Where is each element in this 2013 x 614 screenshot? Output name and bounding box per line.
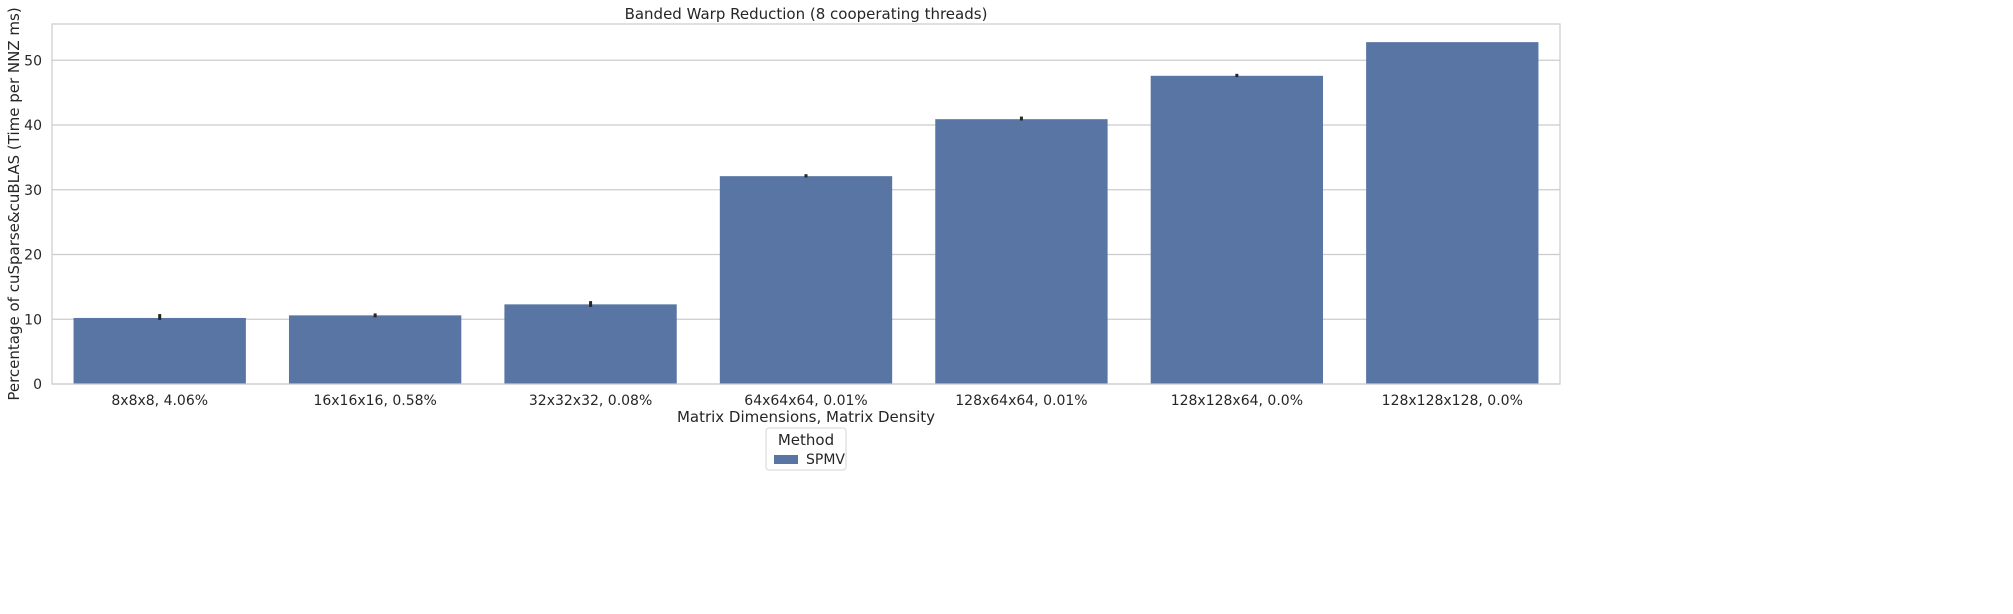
error-bars [158, 73, 1239, 320]
y-tick-label: 20 [24, 248, 42, 264]
bar [73, 317, 246, 384]
plot-frame [51, 23, 1561, 385]
x-tick-label: 32x32x32, 0.08% [529, 393, 652, 409]
bar [1366, 42, 1539, 385]
legend-swatch [774, 455, 798, 464]
bar [935, 119, 1108, 384]
bar [1150, 75, 1324, 385]
legend: Method SPMV [765, 427, 847, 471]
y-tick-label: 50 [24, 53, 42, 69]
x-tick-label: 8x8x8, 4.06% [111, 393, 208, 409]
x-tick-label: 64x64x64, 0.01% [744, 393, 867, 409]
legend-title: Method [778, 431, 834, 449]
y-axis-ticks: 0 10 20 30 40 50 [24, 53, 42, 393]
y-tick-label: 10 [24, 312, 42, 328]
x-tick-label: 128x128x64, 0.0% [1171, 393, 1303, 409]
x-axis-ticks: 8x8x8, 4.06% 16x16x16, 0.58% 32x32x32, 0.0… [111, 393, 1523, 409]
x-tick-label: 128x128x128, 0.0% [1382, 393, 1523, 409]
x-tick-label: 16x16x16, 0.58% [313, 393, 436, 409]
x-axis-label: Matrix Dimensions, Matrix Density [677, 408, 935, 426]
chart-title: Banded Warp Reduction (8 cooperating thr… [625, 5, 988, 23]
legend-label: SPMV [806, 452, 845, 468]
y-axis-label: Percentage of cuSparse&cuBLAS (Time per … [5, 7, 23, 400]
bar [504, 304, 677, 384]
y-tick-label: 40 [24, 118, 42, 134]
bar [719, 176, 893, 384]
y-tick-label: 30 [24, 183, 42, 199]
bar-series [73, 42, 1539, 385]
bar [288, 315, 462, 384]
x-tick-label: 128x64x64, 0.01% [955, 393, 1087, 409]
y-tick-label: 0 [33, 377, 42, 393]
